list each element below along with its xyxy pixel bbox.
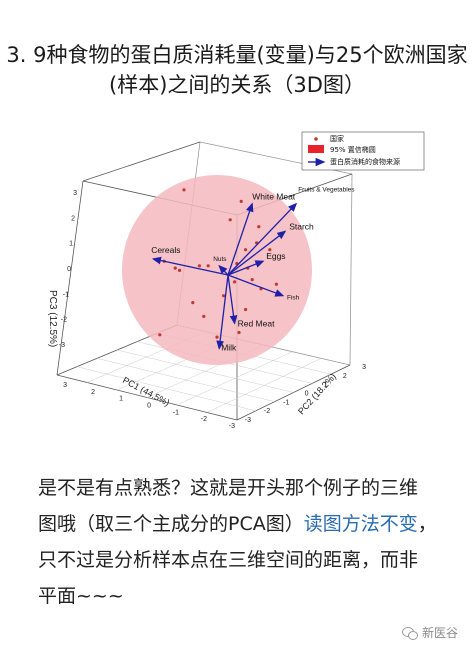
box-edge: [56, 180, 84, 376]
legend-label-ellipse: 95% 置信椭圆: [330, 145, 376, 154]
country-point: [182, 188, 186, 192]
caption-line-3: 只不过是分析样本点在三维空间的距离，而非: [38, 549, 419, 571]
country-point: [237, 330, 241, 335]
caption-line-2-text: 图哦（取三个主成分的PCA图）: [38, 513, 304, 535]
vector-label: Nuts: [213, 256, 227, 263]
x-tick-label: 2: [91, 389, 95, 396]
country-point: [257, 225, 261, 229]
y-tick-label: 2: [343, 373, 347, 380]
x-tick-label: 0: [147, 403, 151, 410]
country-point: [215, 335, 219, 339]
z-tick-label: 2: [71, 215, 75, 222]
vector-label: Fruits & Vegetables: [298, 187, 355, 194]
vector-arrow: [227, 202, 254, 276]
vector-arrow: [227, 274, 238, 325]
brand-name: 新医谷: [421, 626, 458, 640]
axis-z-label: PC3 (12.5%): [47, 290, 58, 347]
country-point: [228, 218, 232, 222]
axis-y-label: PC2 (18.2%): [296, 371, 338, 416]
vector-arrow: [216, 274, 229, 350]
x-tick-label: -1: [173, 409, 179, 416]
y-tick-label: -3: [245, 417, 251, 424]
vector-arrow: [218, 264, 229, 276]
country-point: [250, 278, 254, 282]
z-tick-label: 3: [73, 190, 77, 197]
box-edge: [349, 173, 353, 366]
legend-label-country: 国家: [330, 134, 344, 143]
vector-label: Fish: [287, 295, 300, 302]
vector-label: Eggs: [266, 251, 285, 261]
wechat-icon: [401, 626, 418, 640]
x-tick-label: -3: [229, 423, 235, 430]
country-point: [233, 280, 237, 284]
y-tick-label: -1: [283, 399, 289, 406]
vector-arrow: [227, 274, 285, 297]
caption-line-2-punct: ，: [417, 513, 437, 535]
vector-label: Cereals: [151, 245, 180, 255]
box-edge: [82, 141, 201, 182]
country-point: [158, 333, 162, 337]
y-tick-label: -2: [264, 408, 270, 415]
country-point: [244, 248, 248, 252]
country-point: [274, 282, 278, 286]
x-tick-label: 1: [119, 396, 123, 403]
vector-label: Starch: [289, 221, 314, 231]
vector-arrow: [151, 256, 229, 276]
page-title-line-1: 3. 9种食物的蛋白质消耗量(变量)与25个欧洲国家: [6, 43, 468, 67]
z-tick-label: -2: [61, 317, 67, 324]
vector-arrow: [227, 230, 287, 276]
country-point: [244, 307, 248, 312]
caption: 是不是有点熟悉？这就是开头那个例子的三维 图哦（取三个主成分的PCA图）读图方法…: [38, 470, 453, 614]
z-tick-label: 1: [69, 241, 73, 248]
legend-ellipse-swatch: [308, 145, 324, 153]
y-tick-label: 1: [324, 382, 328, 389]
country-point: [206, 264, 210, 268]
y-tick-label: 3: [362, 364, 366, 371]
caption-line-4: 平面~~~: [38, 585, 124, 607]
country-point: [202, 314, 206, 318]
vector-label: Milk: [221, 343, 237, 353]
caption-line-2: 图哦（取三个主成分的PCA图）读图方法不变，: [38, 506, 453, 542]
x-tick-label: -2: [201, 416, 207, 423]
vector-label: Red Meat: [238, 318, 275, 328]
vector-label: White Meat: [252, 192, 296, 202]
legend-label-vector: 蛋白质消耗的食物来源: [330, 157, 400, 166]
z-tick-label: 0: [67, 266, 71, 273]
country-points: [158, 188, 278, 339]
vector-arrow: [227, 202, 298, 276]
confidence-ellipse: [122, 175, 312, 365]
y-tick-label: 0: [305, 391, 309, 398]
z-tick-label: -3: [59, 342, 65, 349]
country-point: [178, 268, 182, 272]
legend: 国家 95% 置信椭圆 蛋白质消耗的食物来源: [301, 131, 425, 171]
read-method-link[interactable]: 读图方法不变: [303, 513, 418, 535]
vector-arrow: [227, 260, 265, 276]
country-point: [197, 264, 201, 268]
caption-line-1: 是不是有点熟悉？这就是开头那个例子的三维: [38, 477, 419, 499]
page-title-line-2: (样本)之间的关系（3D图）: [109, 73, 365, 97]
footer-brand: 新医谷: [401, 624, 458, 641]
x-tick-label: 3: [63, 382, 67, 389]
country-point: [173, 266, 177, 270]
legend-point-symbol: [314, 137, 318, 141]
axis-ticks: 3 2 1 0 -1 -2 -3 3 2 1 0 -1 -2 -3 -3 -2 -1 0 1 2 3: [59, 190, 366, 430]
country-point: [239, 199, 243, 203]
country-point: [222, 294, 226, 298]
country-point: [268, 248, 272, 252]
country-point: [191, 301, 195, 305]
z-tick-label: -1: [63, 291, 69, 298]
